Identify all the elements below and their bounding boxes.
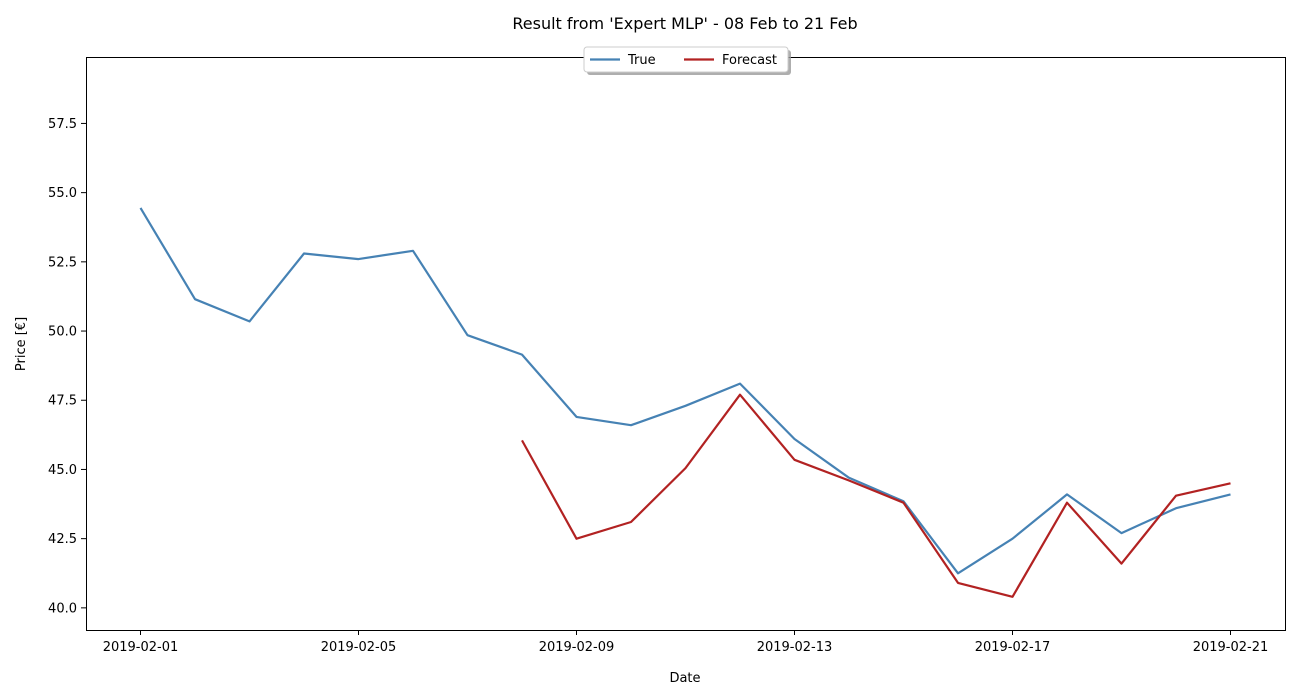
y-tick-label: 52.5	[48, 255, 77, 270]
x-tick-label: 2019-02-09	[539, 640, 615, 655]
y-axis: 40.0 42.5 45.0 47.5 50.0 52.5 55.0 57.5	[48, 117, 86, 616]
x-tick-label: 2019-02-17	[975, 640, 1051, 655]
x-axis-label: Date	[669, 671, 700, 686]
series-line-true	[139, 207, 1231, 575]
series-line-forecast	[521, 393, 1231, 598]
plot-area	[139, 207, 1231, 598]
y-tick-label: 40.0	[48, 601, 77, 616]
x-tick-label: 2019-02-01	[103, 640, 179, 655]
legend-label-forecast: Forecast	[722, 53, 777, 68]
legend-label-true: True	[627, 53, 656, 68]
x-tick-label: 2019-02-13	[757, 640, 833, 655]
y-tick-label: 47.5	[48, 394, 77, 409]
chart-title: Result from 'Expert MLP' - 08 Feb to 21 …	[512, 14, 857, 33]
y-tick-label: 50.0	[48, 325, 77, 340]
y-tick-label: 55.0	[48, 186, 77, 201]
y-tick-label: 57.5	[48, 117, 77, 132]
legend: True Forecast	[583, 46, 791, 75]
y-axis-label: Price [€]	[14, 317, 29, 371]
x-tick-label: 2019-02-21	[1193, 640, 1269, 655]
x-axis: 2019-02-01 2019-02-05 2019-02-09 2019-02-13…	[103, 630, 1269, 655]
y-tick-label: 45.0	[48, 463, 77, 478]
y-tick-label: 42.5	[48, 532, 77, 547]
x-tick-label: 2019-02-05	[321, 640, 397, 655]
